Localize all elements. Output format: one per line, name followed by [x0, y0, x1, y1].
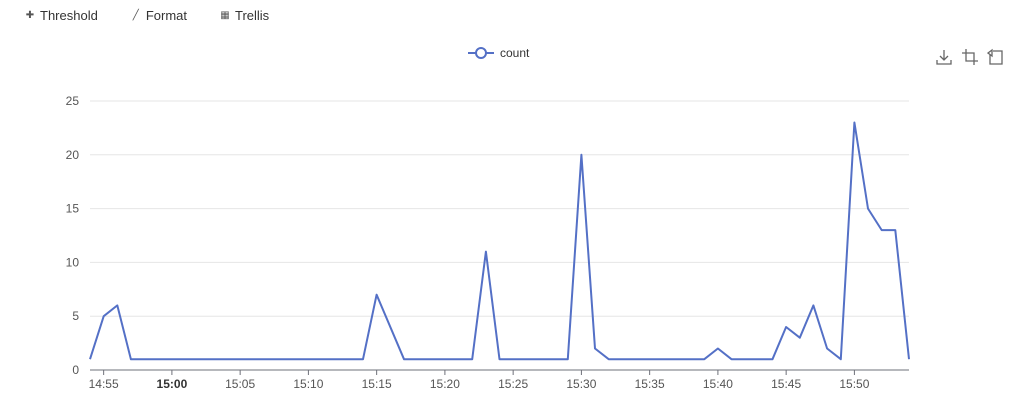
data-point[interactable] — [714, 344, 722, 352]
x-tick-label: 15:40 — [703, 377, 733, 391]
trellis-button[interactable]: ▦ Trellis — [219, 8, 269, 23]
grid-lines — [90, 100, 909, 371]
trellis-label: Trellis — [234, 7, 270, 23]
threshold-button[interactable]: ✚ Threshold — [24, 8, 98, 23]
legend-line-circle-icon — [468, 47, 494, 59]
data-point[interactable] — [782, 323, 790, 331]
data-point[interactable] — [769, 355, 777, 363]
x-tick-label: 15:30 — [566, 377, 596, 391]
data-point[interactable] — [564, 355, 572, 363]
x-tick-label: 15:15 — [362, 377, 392, 391]
puzzle-icon: ✚ — [25, 9, 35, 21]
x-tick-label: 15:10 — [293, 377, 323, 391]
data-point[interactable] — [86, 355, 94, 363]
data-point[interactable] — [837, 355, 845, 363]
x-axis: 14:55 15:00 15:05 15:10 15:15 15:20 15:25 15:30… — [89, 370, 870, 391]
data-point[interactable] — [864, 205, 872, 213]
data-point[interactable] — [591, 344, 599, 352]
data-point[interactable] — [496, 355, 504, 363]
download-icon[interactable] — [935, 48, 953, 66]
series-count — [86, 119, 913, 363]
y-tick-label: 25 — [66, 94, 80, 108]
legend-item-count[interactable]: count — [468, 44, 529, 62]
data-point[interactable] — [482, 248, 490, 256]
x-tick-label: 15:45 — [771, 377, 801, 391]
data-point[interactable] — [400, 355, 408, 363]
x-tick-label: 14:55 — [89, 377, 119, 391]
data-point[interactable] — [823, 344, 831, 352]
data-point[interactable] — [891, 226, 899, 234]
data-point[interactable] — [468, 355, 476, 363]
data-point[interactable] — [359, 355, 367, 363]
threshold-label: Threshold — [40, 7, 98, 23]
x-tick-label: 15:50 — [839, 377, 869, 391]
data-point[interactable] — [905, 355, 913, 363]
data-point[interactable] — [127, 355, 135, 363]
format-button[interactable]: ╱ Format — [130, 8, 187, 23]
data-point[interactable] — [113, 301, 121, 309]
chart-tools — [935, 48, 1005, 66]
data-point[interactable] — [100, 312, 108, 320]
x-tick-label: 15:20 — [430, 377, 460, 391]
y-tick-label: 20 — [66, 148, 80, 162]
data-point[interactable] — [796, 334, 804, 342]
data-point[interactable] — [373, 291, 381, 299]
restore-icon[interactable] — [987, 48, 1005, 66]
y-tick-label: 0 — [72, 363, 79, 377]
data-point[interactable] — [728, 355, 736, 363]
legend-label: count — [500, 46, 530, 60]
crop-icon[interactable] — [961, 48, 979, 66]
data-point[interactable] — [605, 355, 613, 363]
grid-icon: ▦ — [220, 9, 230, 21]
x-tick-label: 15:35 — [635, 377, 665, 391]
chart-toolbar: ✚ Threshold ╱ Format ▦ Trellis — [24, 6, 269, 24]
data-point[interactable] — [700, 355, 708, 363]
data-point[interactable] — [878, 226, 886, 234]
brush-icon: ╱ — [132, 9, 139, 21]
format-label: Format — [145, 7, 187, 23]
y-axis: 0 5 10 15 20 25 — [66, 94, 80, 377]
y-tick-label: 15 — [66, 202, 80, 216]
data-point[interactable] — [850, 119, 858, 127]
x-tick-label: 15:25 — [498, 377, 528, 391]
series-line-count[interactable] — [89, 121, 910, 361]
x-tick-label: 15:00 — [157, 377, 188, 391]
y-tick-label: 5 — [72, 309, 79, 323]
y-tick-label: 10 — [66, 255, 80, 269]
data-point[interactable] — [577, 151, 585, 159]
data-point[interactable] — [809, 301, 817, 309]
x-tick-label: 15:05 — [225, 377, 255, 391]
